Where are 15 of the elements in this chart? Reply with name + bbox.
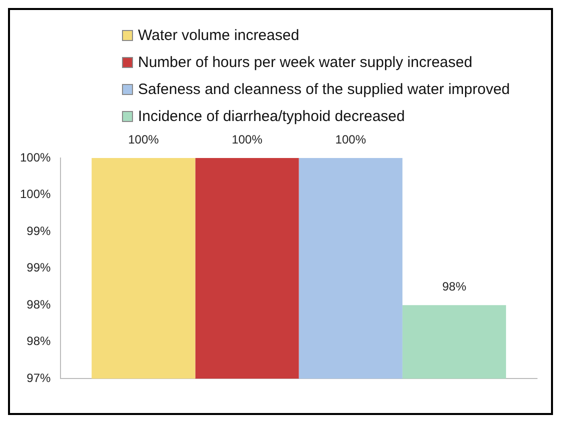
- y-tick-label: 99%: [26, 260, 52, 275]
- data-label: 98%: [442, 279, 467, 294]
- y-tick-label: 99%: [26, 224, 52, 238]
- legend-label: Incidence of diarrhea/typhoid decreased: [138, 108, 405, 125]
- text: 97%: [26, 370, 51, 385]
- data-label: 100%: [335, 132, 366, 146]
- data-label: 100%: [232, 132, 263, 146]
- y-tick-label: 100%: [20, 150, 52, 164]
- legend-label: Safeness and cleanness of the supplied water improved: [138, 81, 510, 98]
- legend-label: Number of hours per week water supply increased: [138, 54, 472, 71]
- legend-label: Water volume increased: [138, 27, 300, 44]
- y-tick-label: 100%: [20, 187, 52, 202]
- y-tick-label: 98%: [26, 334, 52, 348]
- data-label: 100%: [128, 132, 160, 146]
- y-tick-label: 98%: [26, 297, 52, 312]
